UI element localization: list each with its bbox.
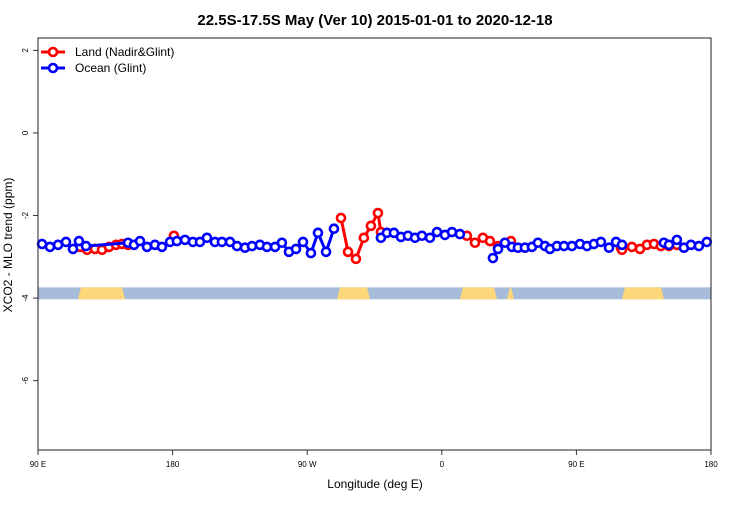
x-tick-label: 90 W <box>298 460 317 469</box>
data-point <box>73 235 85 247</box>
land-mask-band <box>459 287 497 300</box>
ocean-mask-band <box>38 287 711 300</box>
data-point <box>469 237 481 249</box>
x-tick-label: 90 E <box>30 460 46 469</box>
land-mask-band <box>77 287 126 300</box>
legend-label: Land (Nadir&Glint) <box>75 45 174 59</box>
data-point <box>350 253 362 265</box>
data-point <box>44 241 56 253</box>
data-point <box>365 220 377 232</box>
data-point <box>701 236 713 248</box>
data-point <box>312 227 324 239</box>
x-tick-label: 180 <box>704 460 718 469</box>
data-point <box>595 236 607 248</box>
data-point <box>305 247 317 259</box>
data-point <box>454 228 466 240</box>
data-point <box>663 239 675 251</box>
plot-frame <box>37 37 712 451</box>
data-point <box>171 235 183 247</box>
data-point <box>626 241 638 253</box>
data-point <box>297 236 309 248</box>
surface-mask <box>38 287 711 300</box>
data-point <box>671 234 683 246</box>
land-mask-band <box>622 287 665 300</box>
y-tick-label: -4 <box>21 294 30 302</box>
data-point <box>603 242 615 254</box>
data-point <box>80 240 92 252</box>
data-point <box>616 239 628 251</box>
data-point <box>335 212 347 224</box>
data-point <box>320 246 332 258</box>
series-ocean <box>36 223 713 264</box>
y-tick-label: -6 <box>21 377 30 385</box>
chart-title: 22.5S-17.5S May (Ver 10) 2015-01-01 to 2… <box>197 12 552 29</box>
land-mask-band <box>336 287 371 300</box>
data-point <box>67 243 79 255</box>
data-point <box>492 243 504 255</box>
legend-label: Ocean (Glint) <box>75 61 146 75</box>
x-tick-label: 90 E <box>568 460 584 469</box>
y-tick-label: 0 <box>21 130 30 135</box>
x-tick-label: 180 <box>166 460 180 469</box>
data-point <box>372 207 384 219</box>
data-point <box>484 235 496 247</box>
land-mask-band <box>507 287 515 300</box>
y-tick-label: -2 <box>21 211 30 219</box>
data-point <box>60 236 72 248</box>
data-series <box>36 207 713 265</box>
data-point <box>134 235 146 247</box>
data-point <box>416 230 428 242</box>
data-point <box>201 232 213 244</box>
legend-marker <box>47 62 59 74</box>
legend-marker <box>47 46 59 58</box>
data-point <box>693 240 705 252</box>
data-point <box>358 232 370 244</box>
y-tick-label: 2 <box>21 48 30 53</box>
axis-ticks: 90 E 180 90 W 0 90 E 180 2 0 -2 -4 -6 <box>21 48 718 469</box>
x-tick-label: 0 <box>440 460 445 469</box>
data-point <box>342 246 354 258</box>
legend: Land (Nadir&Glint) Ocean (Glint) <box>41 45 174 75</box>
data-point <box>487 252 499 264</box>
data-point <box>290 243 302 255</box>
data-point <box>156 241 168 253</box>
data-point <box>276 237 288 249</box>
data-point <box>566 240 578 252</box>
data-point <box>328 223 340 235</box>
y-axis-label: XCO2 - MLO trend (ppm) <box>1 178 15 313</box>
x-axis-label: Longitude (deg E) <box>327 477 422 491</box>
data-point <box>424 232 436 244</box>
